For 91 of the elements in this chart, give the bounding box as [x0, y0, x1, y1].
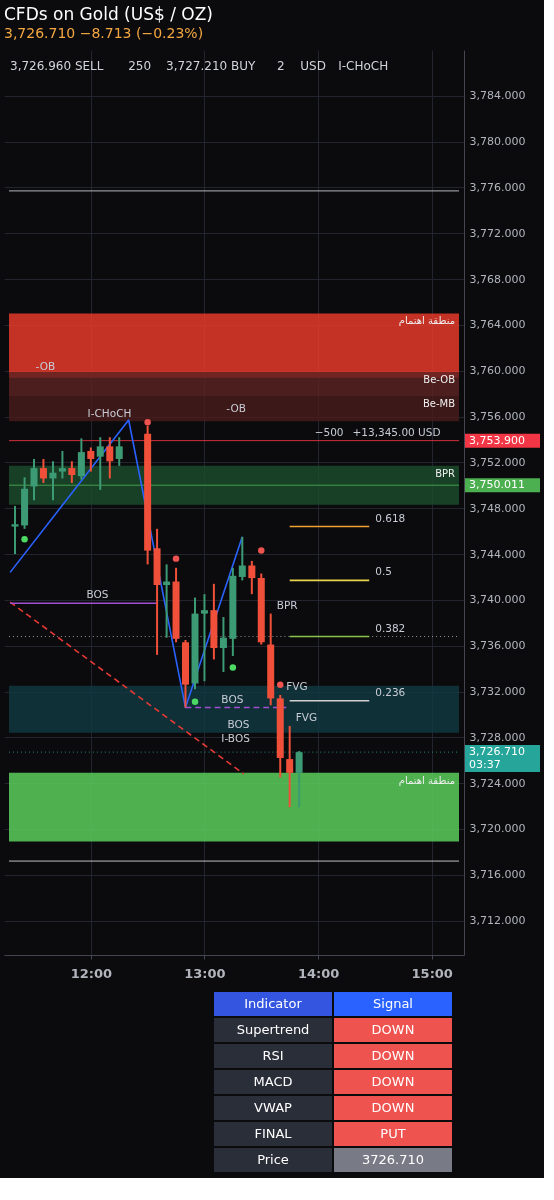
- candlestick: [39, 457, 47, 485]
- text: Supertrend: [236, 1022, 310, 1037]
- text: DOWN: [371, 1100, 415, 1115]
- annotation: FVG: [286, 679, 308, 692]
- annotation: 0.236: [375, 685, 406, 698]
- chart-title: CFDs on Gold (US$ / OZ): [4, 4, 213, 24]
- text: Indicator: [244, 996, 303, 1011]
- y-tick-label: 3,756.000: [469, 410, 526, 424]
- candlestick: [68, 460, 76, 485]
- point: [191, 698, 199, 706]
- text: 3726.710: [361, 1152, 425, 1167]
- ref-line-label: 3,726.710 03:37: [469, 745, 525, 772]
- band-label: Be-MB: [422, 397, 456, 409]
- text: DOWN: [371, 1074, 415, 1089]
- y-tick-label: 3,716.000: [469, 868, 526, 882]
- candlestick: [115, 436, 123, 467]
- annotation: -OB: [226, 401, 246, 414]
- y-tick-label: 3,720.000: [469, 822, 526, 836]
- y-tick-label: 3,780.000: [469, 135, 526, 149]
- text: DOWN: [371, 1022, 415, 1037]
- annotation: BPR: [276, 598, 298, 611]
- ref-line-label: 3,753.900: [469, 433, 525, 447]
- y-tick-label: 3,724.000: [469, 776, 526, 790]
- candlestick: [58, 449, 66, 480]
- y-tick-label: 3,752.000: [469, 455, 526, 469]
- annotation: I-CHoCH: [87, 407, 132, 420]
- ref-line-label: 3,750.011: [469, 478, 525, 492]
- candlestick: [238, 535, 246, 582]
- y-tick-label: 3,748.000: [469, 501, 526, 515]
- annotation: 3,726.960 SELL: [10, 59, 104, 73]
- y-tick-label: 3,768.000: [469, 272, 526, 286]
- annotation: 250: [128, 59, 152, 73]
- annotation: 0.382: [375, 621, 406, 634]
- candlestick: [30, 457, 38, 502]
- y-tick-label: 3,736.000: [469, 639, 526, 653]
- annotation: I-CHoCH: [338, 59, 389, 73]
- y-tick-label: 3,732.000: [469, 685, 526, 699]
- text: VWAP: [254, 1100, 293, 1115]
- annotation: FVG: [295, 710, 318, 723]
- point: [277, 681, 284, 688]
- annotation: BOS: [221, 692, 244, 705]
- annotation: 3,727.210 BUY: [166, 59, 256, 73]
- candlestick: [11, 504, 19, 556]
- x-tick-label: 15:00: [411, 965, 453, 981]
- annotation: USD: [300, 59, 326, 73]
- point: [144, 419, 151, 426]
- point: [172, 555, 180, 562]
- text: FINAL: [254, 1126, 293, 1141]
- y-tick-label: 3,764.000: [469, 318, 526, 332]
- candlestick: [295, 750, 303, 809]
- annotation: BOS: [86, 588, 109, 601]
- text: MACD: [253, 1074, 293, 1089]
- band-label: Be-OB: [423, 373, 456, 385]
- annotation: 0.5: [375, 565, 392, 578]
- text: RSI: [262, 1048, 284, 1063]
- candlestick: [219, 616, 227, 674]
- x-tick-label: 13:00: [184, 965, 226, 981]
- candlestick: [248, 559, 256, 596]
- candlestick: [286, 724, 294, 809]
- band-label: منطقة اهتمام: [398, 315, 455, 327]
- y-tick-label: 3,712.000: [469, 914, 526, 928]
- annotation: I-BOS: [221, 731, 251, 744]
- annotation: BOS: [227, 717, 250, 730]
- text: DOWN: [371, 1048, 415, 1063]
- y-tick-label: 3,776.000: [469, 180, 526, 194]
- chart-subtitle: 3,726.710 −8.713 (−0.23%): [4, 25, 204, 41]
- x-tick-label: 14:00: [297, 965, 340, 981]
- point: [21, 535, 28, 543]
- band-label: BPR: [435, 467, 456, 479]
- annotation: 2: [277, 59, 285, 73]
- candlestick: [87, 446, 95, 473]
- candlestick: [200, 593, 208, 683]
- y-tick-label: 3,740.000: [469, 593, 526, 607]
- y-tick-label: 3,784.000: [469, 89, 526, 103]
- text: Signal: [373, 996, 413, 1011]
- y-tick-label: 3,760.000: [469, 364, 526, 378]
- x-tick-label: 12:00: [70, 965, 113, 981]
- y-tick-label: 3,744.000: [469, 547, 526, 561]
- text: PUT: [380, 1126, 406, 1141]
- annotation: -OB: [35, 360, 56, 373]
- annotation: 0.618: [375, 511, 406, 524]
- point: [258, 547, 265, 554]
- annotation: +13,345.00 USD: [352, 425, 441, 438]
- candlestick: [96, 436, 104, 491]
- y-tick-label: 3,772.000: [469, 226, 526, 240]
- band-label: منطقة اهتمام: [398, 774, 455, 786]
- point: [229, 664, 237, 671]
- annotation: −500: [314, 425, 344, 438]
- text: Price: [257, 1152, 289, 1167]
- candlestick: [106, 436, 114, 480]
- y-tick-label: 3,728.000: [469, 730, 526, 744]
